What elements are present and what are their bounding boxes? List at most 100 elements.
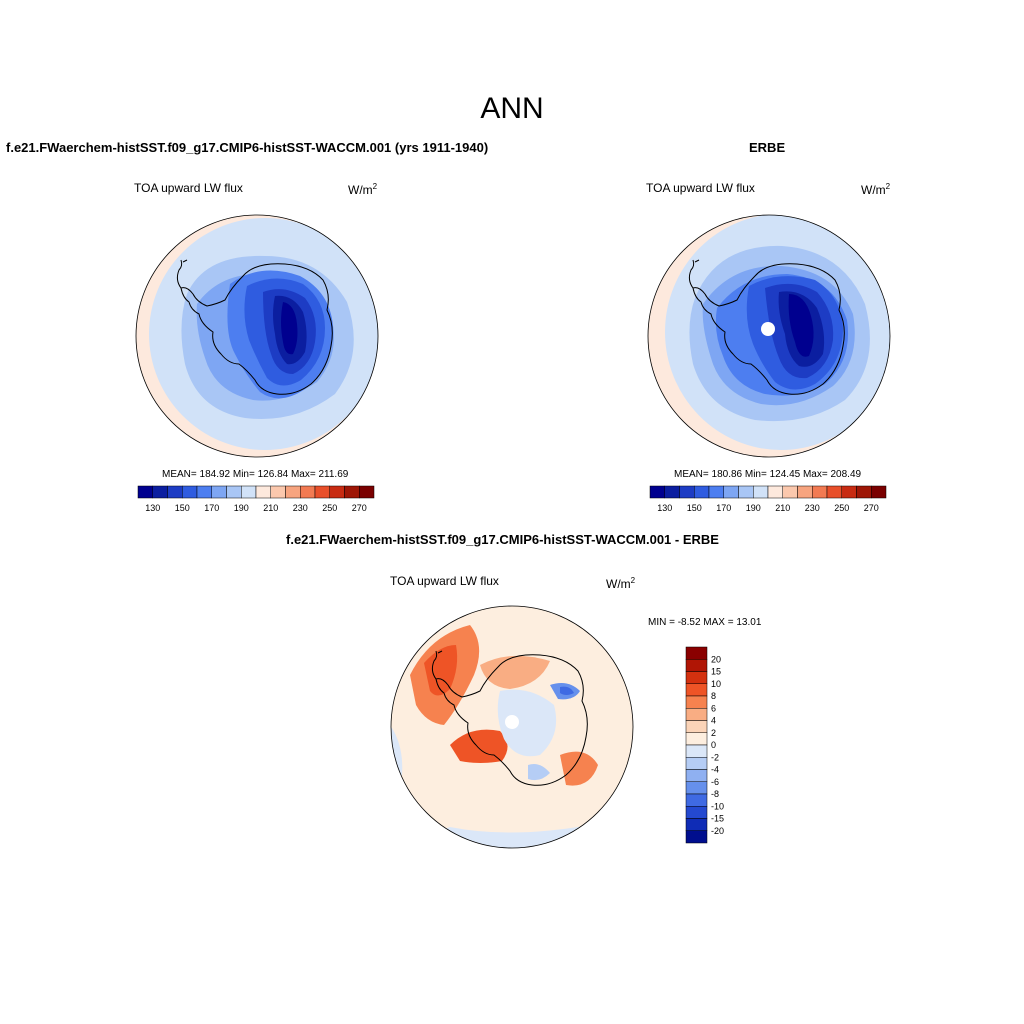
panel-3-map [390,605,634,849]
panel-1-colorbar-box [359,485,375,499]
panel-2-variable-label: TOA upward LW flux [646,181,755,195]
antarctica-coastline [435,654,588,786]
panel-2-colorbar: 130 150 170 190 210 230 250 270 [649,485,887,513]
panel-3-colorbar-box [685,720,708,733]
peninsula-coastline [431,650,443,680]
panel-2-colorbar-box [767,485,783,499]
panel-1-colorbar-box [211,485,227,499]
panel-3-colorbar-box [685,806,708,819]
panel-3-colorbar-box [685,744,708,758]
panel-3-colorbar-box [685,818,708,831]
antarctica-coastline [692,263,845,395]
panel-3-colorbar-box [685,708,708,721]
panel-3-colorbar-box [685,830,708,844]
panel-3-colorbar-box [685,695,708,709]
panel-2-colorbar-box [708,485,724,499]
panel-1-title: f.e21.FWaerchem-histSST.f09_g17.CMIP6-hi… [6,140,489,155]
panel-1-colorbar-tick-label: 130 [145,503,160,513]
panel-3-colorbar-tick-label: -8 [711,789,719,799]
panel-2-colorbar-tick-label: 250 [834,503,849,513]
antarctica-coastline [180,263,333,395]
panel-1-units: W/m2 [348,182,378,197]
field-contour-130 [281,302,298,355]
peninsula-coastline [688,259,700,289]
panel-2-colorbar-tick-label: 130 [657,503,672,513]
panel-3-colorbar-tick-label: 8 [711,691,716,701]
panel-2-colorbar-box [826,485,842,499]
peninsula-coastline [176,259,188,289]
panel-2-stats: MEAN= 180.86 Min= 124.45 Max= 208.49 [674,469,862,480]
panel-1-colorbar-box [329,485,345,499]
map-boundary [647,214,891,458]
panel-3-colorbar-tick-label: 6 [711,703,716,713]
main-title: ANN [480,92,544,125]
panel-2-colorbar-box [738,485,754,499]
panel-1-colorbar-box [314,485,330,499]
panel-3-colorbar-tick-label: -10 [711,801,724,811]
panel-2-colorbar-box [812,485,828,499]
panel-1-colorbar-box [285,485,301,499]
panel-3-colorbar-box [685,683,708,697]
map-boundary [135,214,379,458]
panel-2-colorbar-tick-label: 270 [864,503,879,513]
panel-2-units: W/m2 [861,182,891,197]
panel-3-colorbar-tick-label: -20 [711,826,724,836]
panel-3-variable-label: TOA upward LW flux [390,574,499,588]
panel-3-colorbar-tick-label: 2 [711,728,716,738]
panel-3-colorbar-tick-label: 15 [711,667,721,677]
diff-contour-neg2 [497,689,557,757]
panel-2-colorbar-box [871,485,887,499]
pole-hole [761,322,775,336]
panel-3-colorbar-box [685,671,708,684]
panel-1-colorbar-box [152,485,168,499]
panel-3-stats: MIN = -8.52 MAX = 13.01 [648,617,762,628]
diff-contour-6a [560,751,598,786]
panel-1-colorbar-tick-label: 150 [175,503,190,513]
panel-2-colorbar-box [841,485,857,499]
panel-2-colorbar-box [723,485,739,499]
panel-1-colorbar-tick-label: 170 [204,503,219,513]
panel-2-title: ERBE [749,140,786,155]
panel-3-colorbar-box [685,757,708,770]
panel-2-colorbar-box [649,485,665,499]
panel-3-colorbar-tick-label: 20 [711,654,721,664]
diff-contour-10 [424,645,458,696]
field-contour-130 [788,294,814,357]
panel-3-units: W/m2 [606,576,636,591]
panel-3-colorbar-box [685,646,708,660]
panel-2-colorbar-box [782,485,798,499]
panel-3-colorbar-box [685,781,708,795]
panel-2-colorbar-tick-label: 230 [805,503,820,513]
panel-1-colorbar-box [182,485,198,499]
panel-3-colorbar-tick-label: 10 [711,679,721,689]
panel-1-colorbar-tick-label: 250 [322,503,337,513]
panel-3-colorbar-tick-label: 4 [711,716,716,726]
panel-2-colorbar-box [694,485,710,499]
panel-1-colorbar-box [226,485,242,499]
panel-2-colorbar-box [797,485,813,499]
panel-3-colorbar-tick-label: 0 [711,740,716,750]
panel-2-colorbar-box [753,485,769,499]
panel-1-colorbar-box [255,485,271,499]
panel-2-colorbar-tick-label: 210 [775,503,790,513]
panel-1-map [135,214,379,458]
panel-3-colorbar-tick-label: -6 [711,777,719,787]
panel-2-colorbar-tick-label: 150 [687,503,702,513]
panel-1-colorbar-box [300,485,316,499]
panel-2-colorbar-box [856,485,872,499]
panel-1-colorbar-box [241,485,257,499]
panel-3-colorbar-box [685,769,708,782]
panel-1-colorbar-tick-label: 230 [293,503,308,513]
panel-1-colorbar-box [344,485,360,499]
panel-1-variable-label: TOA upward LW flux [134,181,243,195]
panel-2-colorbar-box [679,485,695,499]
panel-3-colorbar-tick-label: -4 [711,765,719,775]
panel-3-colorbar-box [685,793,708,807]
panel-1-colorbar-tick-label: 270 [352,503,367,513]
panel-3-colorbar-box [685,659,708,672]
panel-1-colorbar-box [270,485,286,499]
panel-1-colorbar: 130 150 170 190 210 230 250 270 [137,485,375,513]
panel-1-colorbar-box [167,485,183,499]
panel-2-colorbar-tick-label: 190 [746,503,761,513]
